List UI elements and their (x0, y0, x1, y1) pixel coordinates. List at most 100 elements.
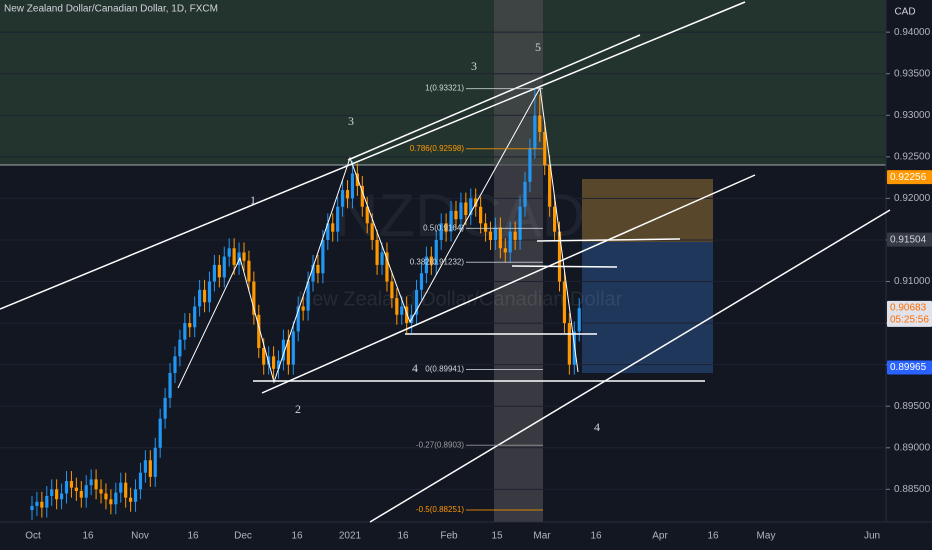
candle-body (50, 489, 54, 496)
trendline (347, 34, 641, 161)
candle-body (64, 481, 69, 494)
candle-body (434, 239, 438, 265)
candle-body (538, 115, 542, 132)
x-tick-label: Nov (131, 531, 149, 542)
candle-body (129, 497, 133, 502)
candle-body (375, 239, 379, 265)
candle-body (104, 493, 108, 500)
candle-body (464, 202, 468, 216)
candle-body (439, 223, 443, 240)
candle-body (557, 231, 562, 282)
x-tick-label: 16 (397, 531, 409, 542)
candle-body (493, 227, 498, 240)
wave-label: 3 (348, 114, 354, 128)
candle-body (257, 314, 261, 349)
watermark-subtitle: New Zealand Dollar/Canadian Dollar (298, 288, 623, 310)
candle-body (345, 190, 350, 199)
candle-body (395, 298, 399, 315)
candle-body (222, 256, 226, 278)
candle-body (503, 248, 507, 253)
candle-body (533, 115, 537, 149)
price-badge (887, 170, 932, 185)
candle-body (508, 231, 512, 253)
candle-body (385, 252, 389, 282)
x-tick-label: 16 (82, 531, 94, 542)
y-tick-label: 0.93500 (894, 68, 931, 79)
candle-body (202, 289, 207, 303)
candle-body (247, 260, 251, 282)
candle-body (227, 248, 231, 257)
candle-body (158, 418, 162, 448)
y-tick-label: 0.94000 (894, 27, 931, 38)
candle-body (168, 372, 172, 398)
candle-body (513, 231, 517, 240)
price-badge-label: 0.91504 (890, 234, 927, 245)
candle-body (562, 281, 567, 324)
candle-body (193, 306, 197, 328)
candle-body (548, 165, 552, 207)
candle-body (119, 482, 123, 493)
wave-label: 4 (594, 420, 600, 434)
wave-label: 4 (412, 361, 418, 375)
candle-body (212, 264, 217, 282)
candle-body (30, 505, 34, 511)
candle-body (424, 256, 428, 274)
axes: 0.94000 0.93500 0.93000 0.92500 0.92000 0.915… (25, 27, 932, 542)
trendline (369, 209, 891, 523)
trendline (0, 1, 746, 310)
candle-body (355, 173, 359, 186)
candle-body (84, 485, 88, 498)
candle-body (429, 256, 433, 265)
candle-body (518, 206, 522, 240)
fib-label: 0.5(0.9164) (423, 223, 464, 232)
candle-body (74, 487, 78, 491)
chart-title: New Zealand Dollar/Canadian Dollar, 1D, … (4, 4, 218, 15)
candle-body (99, 489, 103, 494)
price-badge (887, 232, 932, 247)
candle-body (331, 223, 335, 232)
candle-body (94, 479, 98, 490)
fib-label: -0.5(0.88251) (416, 505, 464, 514)
candle-body (405, 306, 409, 324)
candle-body (543, 131, 547, 166)
candle-body (40, 501, 44, 508)
wave-label: 1 (250, 193, 256, 207)
risk-box (582, 179, 713, 242)
x-tick-label: Oct (25, 531, 41, 542)
candle-body (370, 223, 374, 240)
candle-body (271, 356, 276, 369)
candle-body (444, 223, 448, 232)
candle-body (188, 323, 192, 328)
candle-body (350, 173, 355, 199)
wave-label: 5 (535, 40, 541, 54)
x-tick-label: 16 (187, 531, 199, 542)
x-tick-label: Feb (440, 531, 458, 542)
candle-body (306, 281, 310, 311)
candle-body (143, 460, 147, 473)
x-tick-label: Mar (533, 531, 551, 542)
wave-label: 2 (295, 402, 301, 416)
candle-body (469, 198, 473, 216)
y-tick-label: 0.92000 (894, 193, 931, 204)
candle-body (124, 482, 128, 498)
candle-body (207, 281, 212, 303)
candle-body (454, 210, 458, 220)
x-tick-label: Dec (234, 531, 252, 542)
candle-body (262, 348, 266, 365)
candle-body (286, 339, 290, 365)
candle-body (198, 289, 202, 307)
candle-body (459, 202, 463, 220)
candle-body (267, 356, 271, 365)
candle-body (311, 264, 315, 282)
y-tick-label: 0.89000 (894, 442, 931, 453)
candle-body (390, 281, 394, 299)
candle-body (365, 206, 369, 224)
candle-body (380, 252, 384, 265)
fib-label: 0(0.89941) (425, 365, 464, 374)
candle-body (336, 206, 340, 232)
x-tick-label: May (757, 531, 776, 542)
candle-body (296, 306, 300, 332)
candle-body (400, 306, 404, 315)
candle-body (523, 181, 527, 207)
